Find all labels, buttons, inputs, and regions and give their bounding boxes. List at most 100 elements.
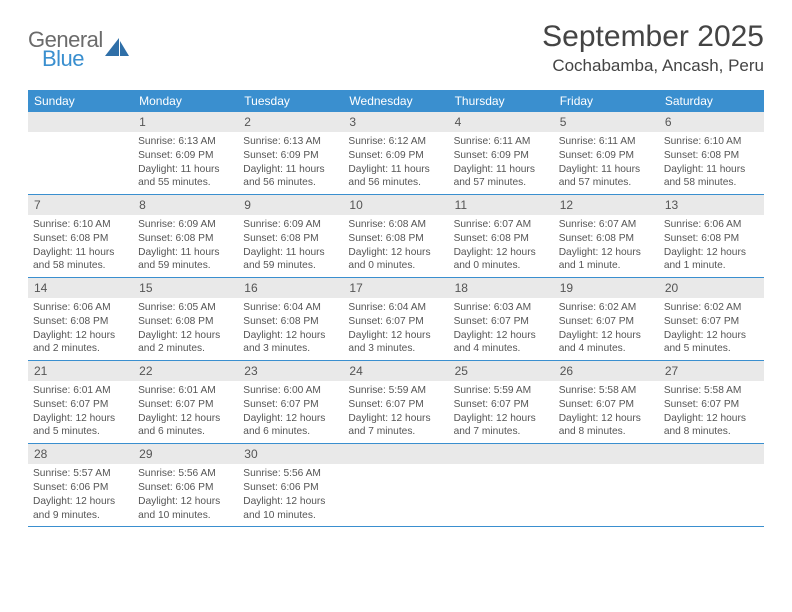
info-line: Daylight: 12 hours <box>138 329 233 343</box>
day-cell: 20Sunrise: 6:02 AMSunset: 6:07 PMDayligh… <box>659 278 764 360</box>
sun-info: Sunrise: 6:10 AMSunset: 6:08 PMDaylight:… <box>659 132 764 190</box>
day-cell: 25Sunrise: 5:59 AMSunset: 6:07 PMDayligh… <box>449 361 554 443</box>
info-line: and 57 minutes. <box>454 176 549 190</box>
info-line: Sunrise: 6:08 AM <box>348 218 443 232</box>
info-line: Sunrise: 6:01 AM <box>138 384 233 398</box>
day-number: 4 <box>449 112 554 132</box>
day-cell: 15Sunrise: 6:05 AMSunset: 6:08 PMDayligh… <box>133 278 238 360</box>
sun-info: Sunrise: 6:07 AMSunset: 6:08 PMDaylight:… <box>554 215 659 273</box>
day-cell: 11Sunrise: 6:07 AMSunset: 6:08 PMDayligh… <box>449 195 554 277</box>
day-number: 11 <box>449 195 554 215</box>
day-cell: 17Sunrise: 6:04 AMSunset: 6:07 PMDayligh… <box>343 278 448 360</box>
day-cell <box>343 444 448 526</box>
info-line: and 8 minutes. <box>664 425 759 439</box>
sun-info: Sunrise: 5:59 AMSunset: 6:07 PMDaylight:… <box>343 381 448 439</box>
info-line: and 10 minutes. <box>138 509 233 523</box>
info-line: and 4 minutes. <box>559 342 654 356</box>
day-number: 9 <box>238 195 343 215</box>
info-line: Sunset: 6:08 PM <box>664 232 759 246</box>
day-number: 14 <box>28 278 133 298</box>
day-cell: 21Sunrise: 6:01 AMSunset: 6:07 PMDayligh… <box>28 361 133 443</box>
info-line: Sunrise: 6:02 AM <box>559 301 654 315</box>
info-line: and 56 minutes. <box>243 176 338 190</box>
info-line: Sunrise: 6:00 AM <box>243 384 338 398</box>
info-line: and 0 minutes. <box>348 259 443 273</box>
info-line: Daylight: 11 hours <box>138 163 233 177</box>
day-header-row: SundayMondayTuesdayWednesdayThursdayFrid… <box>28 90 764 112</box>
info-line: Daylight: 12 hours <box>33 495 128 509</box>
info-line: Sunset: 6:08 PM <box>559 232 654 246</box>
info-line: Sunset: 6:09 PM <box>138 149 233 163</box>
title-block: September 2025 Cochabamba, Ancash, Peru <box>542 20 764 76</box>
day-number: 20 <box>659 278 764 298</box>
info-line: Sunrise: 6:10 AM <box>33 218 128 232</box>
day-cell <box>449 444 554 526</box>
info-line: Sunrise: 6:11 AM <box>559 135 654 149</box>
day-cell: 3Sunrise: 6:12 AMSunset: 6:09 PMDaylight… <box>343 112 448 194</box>
day-cell: 14Sunrise: 6:06 AMSunset: 6:08 PMDayligh… <box>28 278 133 360</box>
info-line: Sunset: 6:08 PM <box>138 232 233 246</box>
info-line: Sunset: 6:08 PM <box>33 315 128 329</box>
info-line: Sunrise: 6:01 AM <box>33 384 128 398</box>
info-line: and 7 minutes. <box>348 425 443 439</box>
sun-info: Sunrise: 6:11 AMSunset: 6:09 PMDaylight:… <box>554 132 659 190</box>
info-line: and 8 minutes. <box>559 425 654 439</box>
info-line: Sunset: 6:08 PM <box>454 232 549 246</box>
info-line: Sunset: 6:09 PM <box>243 149 338 163</box>
day-number: 21 <box>28 361 133 381</box>
info-line: Daylight: 12 hours <box>664 329 759 343</box>
day-number: 17 <box>343 278 448 298</box>
page-header: General Blue September 2025 Cochabamba, … <box>28 20 764 76</box>
week-row: 21Sunrise: 6:01 AMSunset: 6:07 PMDayligh… <box>28 361 764 444</box>
day-header: Wednesday <box>343 90 448 112</box>
info-line: Sunrise: 6:07 AM <box>559 218 654 232</box>
info-line: Sunset: 6:07 PM <box>243 398 338 412</box>
info-line: Sunset: 6:09 PM <box>454 149 549 163</box>
info-line: Sunrise: 6:11 AM <box>454 135 549 149</box>
sun-info: Sunrise: 6:06 AMSunset: 6:08 PMDaylight:… <box>28 298 133 356</box>
info-line: Daylight: 12 hours <box>138 495 233 509</box>
info-line: and 3 minutes. <box>348 342 443 356</box>
sun-info: Sunrise: 6:12 AMSunset: 6:09 PMDaylight:… <box>343 132 448 190</box>
info-line: Daylight: 12 hours <box>243 495 338 509</box>
info-line: Sunset: 6:07 PM <box>454 398 549 412</box>
info-line: Daylight: 11 hours <box>33 246 128 260</box>
sun-info: Sunrise: 5:58 AMSunset: 6:07 PMDaylight:… <box>554 381 659 439</box>
sun-info: Sunrise: 6:11 AMSunset: 6:09 PMDaylight:… <box>449 132 554 190</box>
info-line: Sunrise: 6:04 AM <box>243 301 338 315</box>
day-number <box>659 444 764 464</box>
info-line: Sunset: 6:07 PM <box>559 315 654 329</box>
day-header: Monday <box>133 90 238 112</box>
info-line: Sunrise: 5:56 AM <box>138 467 233 481</box>
day-cell: 8Sunrise: 6:09 AMSunset: 6:08 PMDaylight… <box>133 195 238 277</box>
sun-info: Sunrise: 5:56 AMSunset: 6:06 PMDaylight:… <box>133 464 238 522</box>
info-line: Sunrise: 5:58 AM <box>664 384 759 398</box>
day-number: 3 <box>343 112 448 132</box>
logo: General Blue <box>28 20 131 70</box>
info-line: and 6 minutes. <box>243 425 338 439</box>
info-line: Sunrise: 6:07 AM <box>454 218 549 232</box>
info-line: Sunset: 6:08 PM <box>243 232 338 246</box>
day-number: 7 <box>28 195 133 215</box>
info-line: Sunset: 6:08 PM <box>348 232 443 246</box>
day-cell: 16Sunrise: 6:04 AMSunset: 6:08 PMDayligh… <box>238 278 343 360</box>
info-line: and 59 minutes. <box>138 259 233 273</box>
info-line: Sunrise: 5:56 AM <box>243 467 338 481</box>
sun-info: Sunrise: 6:08 AMSunset: 6:08 PMDaylight:… <box>343 215 448 273</box>
sun-info: Sunrise: 6:04 AMSunset: 6:07 PMDaylight:… <box>343 298 448 356</box>
day-header: Tuesday <box>238 90 343 112</box>
info-line: Daylight: 12 hours <box>348 412 443 426</box>
day-number: 8 <box>133 195 238 215</box>
day-cell: 2Sunrise: 6:13 AMSunset: 6:09 PMDaylight… <box>238 112 343 194</box>
day-cell: 4Sunrise: 6:11 AMSunset: 6:09 PMDaylight… <box>449 112 554 194</box>
calendar-page: General Blue September 2025 Cochabamba, … <box>0 0 792 547</box>
month-title: September 2025 <box>542 20 764 54</box>
info-line: Daylight: 12 hours <box>559 329 654 343</box>
day-cell: 30Sunrise: 5:56 AMSunset: 6:06 PMDayligh… <box>238 444 343 526</box>
day-cell <box>659 444 764 526</box>
sun-info: Sunrise: 6:01 AMSunset: 6:07 PMDaylight:… <box>133 381 238 439</box>
info-line: Daylight: 11 hours <box>454 163 549 177</box>
info-line: Daylight: 11 hours <box>243 163 338 177</box>
info-line: Sunset: 6:09 PM <box>559 149 654 163</box>
info-line: Sunrise: 6:04 AM <box>348 301 443 315</box>
